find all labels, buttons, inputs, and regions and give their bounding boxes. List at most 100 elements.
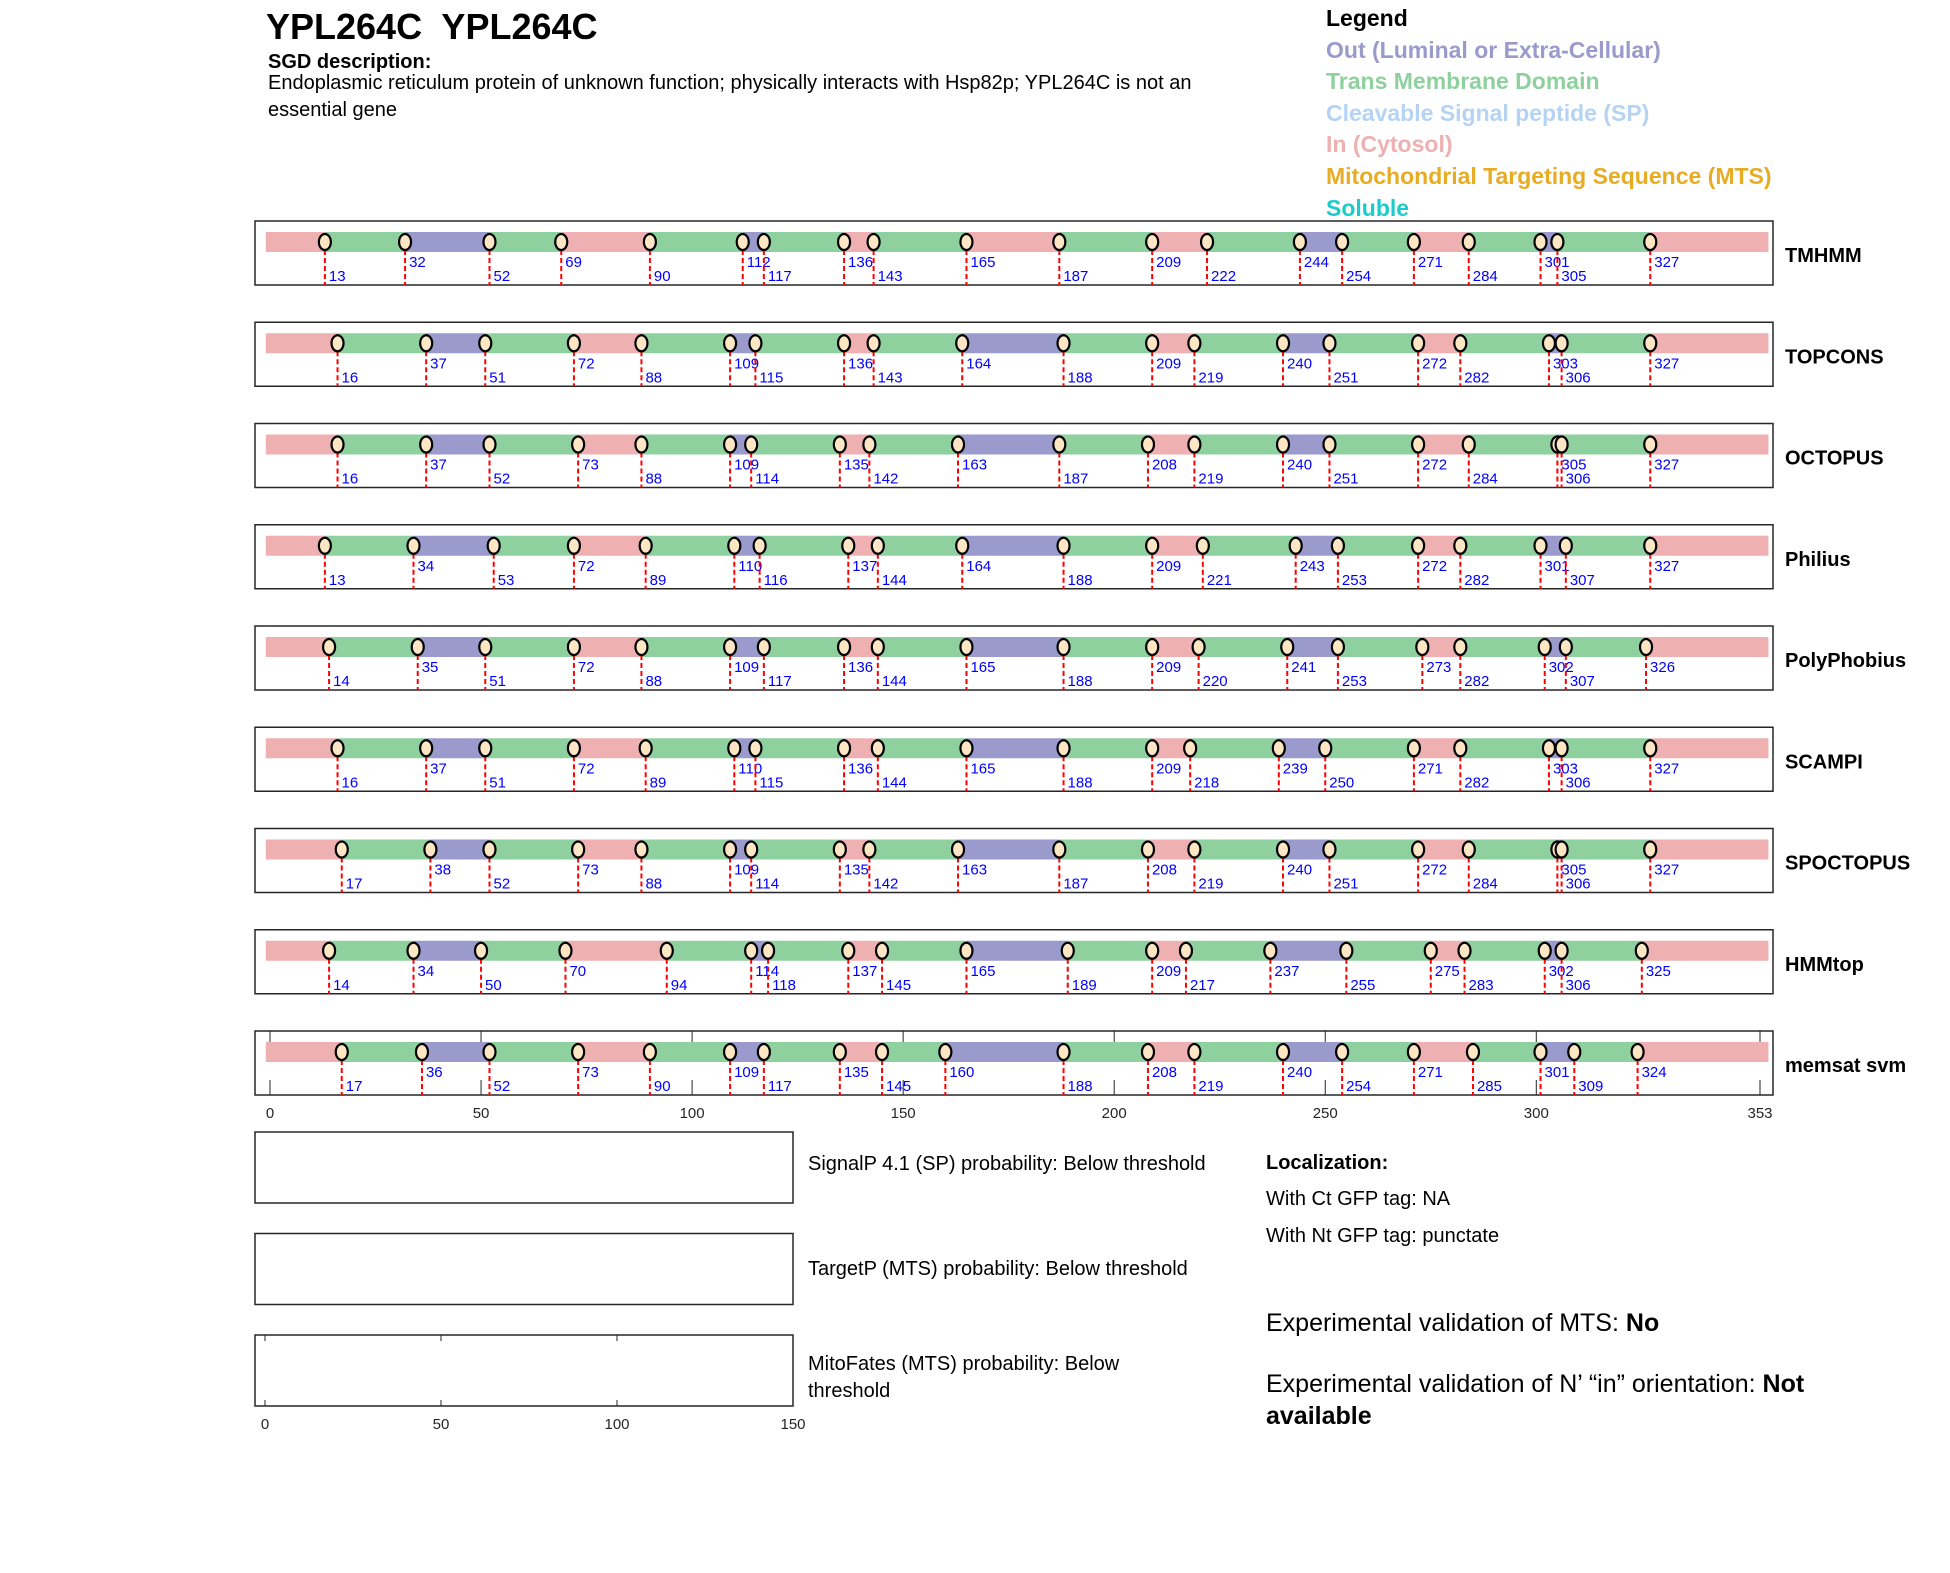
- boundary-marker: [1330, 637, 1346, 657]
- segment-transmembrane: [341, 1042, 422, 1062]
- track-name: Philius: [1785, 549, 1851, 571]
- boundary-label: 272: [1422, 862, 1447, 879]
- segment-transmembrane: [1207, 232, 1300, 252]
- boundary-label: 135: [844, 457, 869, 474]
- boundary-marker: [1638, 637, 1654, 657]
- boundary-label: 51: [489, 369, 506, 386]
- segment-in: [1641, 940, 1769, 961]
- boundary-marker: [1335, 232, 1350, 252]
- segment-out: [966, 940, 1068, 961]
- boundary-label: 254: [1346, 268, 1371, 285]
- segment-transmembrane: [1063, 333, 1153, 354]
- segment-in: [561, 232, 650, 252]
- boundary-label: 52: [493, 471, 510, 488]
- segment-transmembrane: [485, 738, 574, 759]
- boundary-marker: [841, 941, 856, 960]
- segment-out: [421, 1042, 490, 1062]
- segment-in: [1147, 839, 1195, 860]
- segment-transmembrane: [489, 1042, 579, 1062]
- boundary-label: 35: [422, 659, 439, 676]
- boundary-marker: [478, 637, 493, 657]
- boundary-label: 271: [1418, 254, 1443, 271]
- segment-transmembrane: [1561, 839, 1651, 860]
- boundary-label: 282: [1464, 572, 1489, 589]
- axis-tick-label: 300: [1524, 1105, 1549, 1122]
- boundary-marker: [566, 536, 582, 555]
- boundary-label: 306: [1566, 876, 1591, 893]
- boundary-label: 70: [569, 963, 586, 980]
- mts-validation: Experimental validation of MTS: No: [1266, 1309, 1659, 1338]
- segment-transmembrane: [1561, 434, 1651, 455]
- boundary-label: 160: [949, 1064, 974, 1081]
- boundary-marker: [410, 637, 425, 657]
- segment-in: [1650, 839, 1769, 860]
- boundary-label: 284: [1473, 471, 1498, 488]
- boundary-marker: [1187, 1042, 1202, 1062]
- segment-transmembrane: [1561, 940, 1642, 961]
- boundary-marker: [423, 840, 438, 859]
- boundary-label: 208: [1152, 457, 1177, 474]
- boundary-marker: [1541, 739, 1557, 758]
- boundary-label: 52: [493, 876, 510, 893]
- probability-panel-frame: [254, 1131, 794, 1204]
- segment-transmembrane: [324, 535, 414, 556]
- boundary-label: 282: [1464, 673, 1489, 690]
- boundary-label: 163: [962, 457, 987, 474]
- segment-transmembrane: [645, 535, 735, 556]
- boundary-marker: [638, 739, 653, 758]
- legend-item-in: In (Cytosol): [1326, 131, 1453, 157]
- track-hmmtop: 1434507094114118137145165189209217237255…: [254, 929, 1864, 995]
- boundary-label: 73: [582, 1064, 599, 1081]
- segment-out: [426, 738, 486, 759]
- segment-transmembrane: [1460, 535, 1541, 556]
- track-frame: [254, 726, 1774, 792]
- boundary-label: 114: [755, 876, 779, 893]
- axis-tick-label: 50: [433, 1416, 450, 1433]
- track-name: TMHMM: [1785, 245, 1862, 267]
- segment-in: [265, 333, 338, 354]
- boundary-marker: [1318, 739, 1333, 758]
- boundary-marker: [1406, 1042, 1421, 1062]
- segment-in: [1418, 333, 1461, 354]
- track-polyphobius: 14 35 51 72 88 109 117 136 144 165 188 209 220 241 253…: [254, 625, 1906, 691]
- boundary-label: 165: [970, 760, 995, 777]
- segment-transmembrane: [882, 1042, 946, 1062]
- segment-in: [1650, 434, 1769, 455]
- page-title: YPL264C YPL264C: [266, 6, 598, 47]
- boundary-label: 37: [430, 355, 447, 372]
- boundary-marker: [1643, 334, 1658, 353]
- boundary-label: 305: [1561, 268, 1586, 285]
- track-name: PolyPhobius: [1785, 650, 1906, 672]
- segment-in: [265, 232, 325, 252]
- axis-tick-label: 150: [891, 1105, 916, 1122]
- boundary-marker: [722, 637, 738, 657]
- segment-transmembrane: [751, 839, 840, 860]
- boundary-marker: [1411, 435, 1426, 454]
- nin-validation-label: Experimental validation of N’ “in” orien…: [1266, 1370, 1763, 1398]
- track-frame: [254, 321, 1774, 387]
- boundary-marker: [1643, 739, 1658, 758]
- boundary-label: 137: [852, 558, 877, 575]
- segment-in: [265, 1042, 342, 1062]
- mitofates-label-line2: threshold: [808, 1380, 891, 1402]
- boundary-label: 14: [333, 673, 350, 690]
- segment-out: [1283, 434, 1330, 455]
- boundary-marker: [642, 232, 657, 252]
- boundary-marker: [1056, 637, 1071, 657]
- boundary-marker: [1292, 232, 1308, 252]
- boundary-label: 188: [1068, 369, 1093, 386]
- boundary-label: 275: [1435, 963, 1460, 980]
- boundary-label: 326: [1650, 659, 1675, 676]
- segment-in: [578, 434, 642, 455]
- legend-item-mts: Mitochondrial Targeting Sequence (MTS): [1326, 163, 1772, 189]
- boundary-label: 89: [650, 774, 667, 791]
- boundary-label: 53: [498, 572, 515, 589]
- segment-out: [426, 333, 486, 354]
- boundary-label: 115: [759, 369, 783, 386]
- boundary-marker: [1453, 739, 1468, 758]
- boundary-label: 306: [1566, 369, 1591, 386]
- segment-transmembrane: [1067, 940, 1153, 961]
- boundary-marker: [1423, 941, 1438, 960]
- boundary-label: 187: [1063, 471, 1088, 488]
- boundary-label: 13: [329, 268, 346, 285]
